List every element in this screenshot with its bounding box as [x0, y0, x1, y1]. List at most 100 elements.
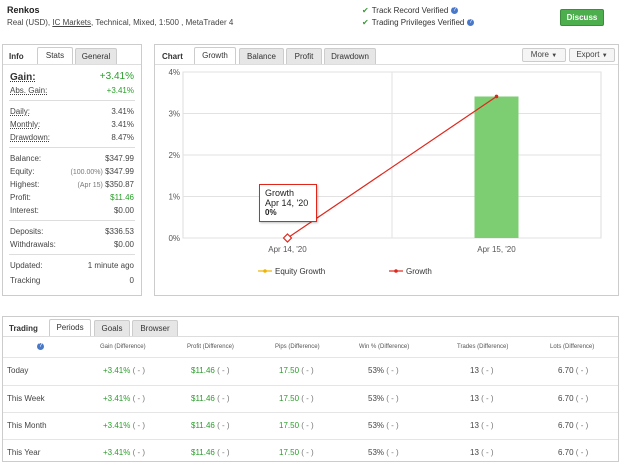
cell-trades: 13 ( - )	[470, 394, 494, 403]
tab-profit[interactable]: Profit	[286, 48, 322, 64]
cell-trades: 13 ( - )	[470, 448, 494, 457]
equity-value: (100.00%) $347.99	[71, 167, 134, 176]
cell-difference: ( - )	[214, 366, 230, 375]
cell-value: $11.46	[191, 394, 215, 403]
cell-profit: $11.46 ( - )	[191, 366, 230, 375]
cell-trades: 13 ( - )	[470, 421, 494, 430]
cell-value: +3.41%	[103, 366, 131, 375]
tooltip-title: Growth	[265, 188, 295, 198]
cell-value: +3.41%	[103, 394, 131, 403]
x-tick-label: Apr 14, '20	[268, 245, 307, 254]
tab-periods[interactable]: Periods	[49, 319, 91, 336]
row-divider	[3, 412, 618, 413]
period-label: This Month	[7, 421, 47, 430]
col-trades: Trades (Difference)	[457, 344, 509, 350]
monthly-label: Monthly:	[10, 120, 41, 129]
cell-difference: ( - )	[130, 366, 146, 375]
cell-value: 17.50	[279, 366, 300, 375]
bar	[474, 96, 519, 238]
y-tick-label: 1%	[168, 193, 180, 202]
cell-difference: ( - )	[130, 448, 146, 457]
tracking-label: Tracking	[10, 276, 41, 285]
cell-value: 17.50	[279, 421, 300, 430]
trading-privileges-verified: ✔ Trading Privileges Verified?	[362, 18, 475, 27]
tab-general[interactable]: General	[75, 48, 117, 64]
profit-value: $11.46	[110, 193, 134, 202]
cell-gain: +3.41% ( - )	[103, 421, 145, 430]
account-subtitle: Real (USD), IC Markets, Technical, Mixed…	[7, 18, 233, 27]
tab-growth[interactable]: Growth	[194, 47, 236, 64]
export-button[interactable]: Export ▼	[569, 48, 615, 62]
interest-label: Interest:	[10, 206, 39, 215]
tab-stats[interactable]: Stats	[37, 47, 73, 64]
more-button[interactable]: More ▼	[522, 48, 566, 62]
cell-difference: ( - )	[384, 366, 399, 375]
tab-drawdown[interactable]: Drawdown	[324, 48, 376, 64]
discuss-button[interactable]: Discuss	[560, 9, 604, 26]
highest-value: (Apr 15) $350.87	[78, 180, 134, 189]
growth-line	[287, 95, 497, 239]
tab-browser[interactable]: Browser	[132, 320, 178, 336]
cell-pips: 17.50 ( - )	[279, 366, 314, 375]
cell-lots: 6.70 ( - )	[558, 421, 588, 430]
cell-gain: +3.41% ( - )	[103, 366, 145, 375]
info-title: Info	[9, 52, 24, 61]
x-tick-label: Apr 15, '20	[477, 245, 516, 254]
chart-tooltip: Growth Apr 14, '20 0%	[259, 184, 317, 222]
drawdown-label: Drawdown:	[10, 133, 51, 142]
help-icon[interactable]: ?	[451, 7, 459, 15]
row-divider	[3, 385, 618, 386]
row-divider	[3, 357, 618, 358]
abs-gain-label: Abs. Gain:	[10, 86, 48, 95]
account-title: Renkos	[7, 5, 40, 15]
cell-value: $11.46	[191, 366, 215, 375]
tracking-value: 0	[129, 276, 134, 285]
tab-goals[interactable]: Goals	[94, 320, 130, 336]
gain-label: Gain:	[10, 72, 36, 83]
cell-value: 6.70	[558, 448, 574, 457]
more-label: More	[530, 50, 550, 59]
cell-win: 53% ( - )	[368, 366, 399, 375]
drawdown-value: 8.47%	[111, 133, 134, 142]
period-label: Today	[7, 366, 29, 375]
y-tick-label: 3%	[168, 110, 180, 119]
cell-gain: +3.41% ( - )	[103, 448, 145, 457]
tab-balance[interactable]: Balance	[239, 48, 284, 64]
y-tick-label: 2%	[168, 151, 180, 160]
tooltip-date: Apr 14, '20	[265, 198, 309, 208]
broker-link[interactable]: IC Markets	[52, 18, 92, 27]
cell-value: +3.41%	[103, 421, 131, 430]
updated-label: Updated:	[10, 261, 43, 270]
cell-value: 13	[470, 394, 479, 403]
help-icon[interactable]: ?	[37, 343, 44, 350]
cell-difference: ( - )	[478, 448, 494, 457]
cell-value: 6.70	[558, 366, 574, 375]
gain-value: +3.41%	[99, 71, 134, 82]
col-lots: Lots (Difference)	[550, 344, 595, 350]
cell-difference: ( - )	[299, 421, 314, 430]
cell-value: 53%	[368, 421, 385, 430]
withdrawals-value: $0.00	[113, 240, 134, 249]
check-icon: ✔	[362, 18, 369, 27]
cell-value: 17.50	[279, 394, 300, 403]
cell-difference: ( - )	[299, 366, 314, 375]
trading-title: Trading	[9, 324, 38, 333]
cell-value: 13	[470, 421, 479, 430]
check-icon: ✔	[362, 6, 369, 15]
cell-value: 6.70	[558, 394, 574, 403]
cell-profit: $11.46 ( - )	[191, 421, 230, 430]
cell-lots: 6.70 ( - )	[558, 366, 588, 375]
help-icon[interactable]: ?	[467, 19, 475, 27]
track-record-label: Track Record Verified	[371, 6, 449, 15]
cell-difference: ( - )	[214, 421, 230, 430]
cell-pips: 17.50 ( - )	[279, 448, 314, 457]
cell-win: 53% ( - )	[368, 448, 399, 457]
equity-note: (100.00%)	[70, 169, 103, 176]
cell-trades: 13 ( - )	[470, 366, 494, 375]
cell-difference: ( - )	[384, 421, 399, 430]
updated-value: 1 minute ago	[87, 261, 134, 270]
cell-difference: ( - )	[299, 448, 314, 457]
line-point	[494, 94, 499, 99]
cell-value: 53%	[368, 448, 385, 457]
